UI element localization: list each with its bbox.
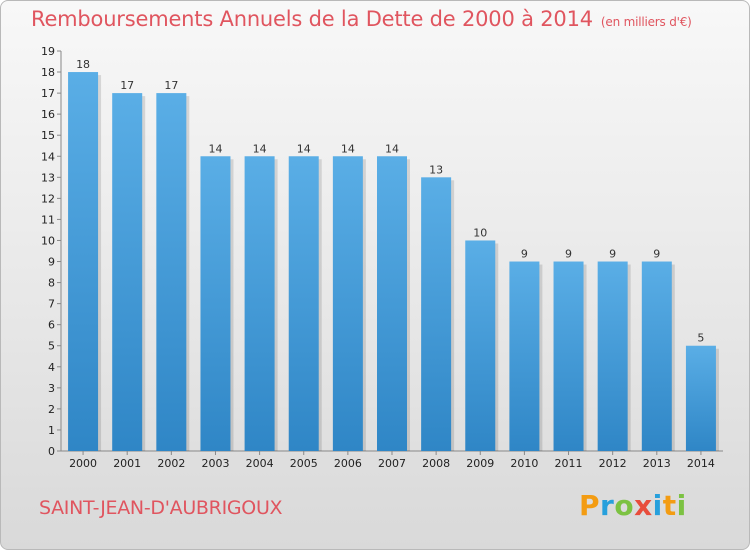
y-tick-label: 5 xyxy=(48,340,55,353)
logo-letter: t xyxy=(662,489,677,522)
bar-2000 xyxy=(68,72,99,451)
value-label-2007: 14 xyxy=(385,142,399,155)
value-label-2003: 14 xyxy=(208,142,222,155)
value-label-2008: 13 xyxy=(429,163,443,176)
y-tick-label: 6 xyxy=(48,319,55,332)
y-tick-label: 0 xyxy=(48,445,55,458)
y-tick-label: 3 xyxy=(48,382,55,395)
logo-letter: i xyxy=(676,489,687,522)
x-tick-label-2000: 2000 xyxy=(69,457,97,470)
bar-2010 xyxy=(509,261,540,451)
value-label-2012: 9 xyxy=(609,248,616,261)
x-tick-label-2009: 2009 xyxy=(466,457,494,470)
y-tick-label: 4 xyxy=(48,361,55,374)
bar-2009 xyxy=(465,240,496,451)
x-tick-label-2010: 2010 xyxy=(510,457,538,470)
y-tick-label: 11 xyxy=(41,213,55,226)
bar-2007 xyxy=(377,156,407,451)
x-tick-label-2011: 2011 xyxy=(555,457,583,470)
x-tick-label-2012: 2012 xyxy=(599,457,627,470)
y-tick-label: 15 xyxy=(41,129,55,142)
x-tick-label-2005: 2005 xyxy=(290,457,318,470)
y-tick-label: 8 xyxy=(48,277,55,290)
y-tick-label: 19 xyxy=(41,45,55,58)
bar-2006 xyxy=(332,156,363,451)
y-tick-label: 7 xyxy=(48,298,55,311)
y-tick-label: 1 xyxy=(48,424,55,437)
y-tick-label: 9 xyxy=(48,256,55,269)
x-tick-label-2001: 2001 xyxy=(113,457,141,470)
y-tick-label: 14 xyxy=(41,150,55,163)
x-tick-label-2006: 2006 xyxy=(334,457,362,470)
proxiti-logo: Proxiti xyxy=(579,489,687,522)
value-label-2009: 10 xyxy=(473,226,487,239)
x-tick-label-2002: 2002 xyxy=(157,457,185,470)
y-tick-label: 12 xyxy=(41,192,55,205)
chart-title: Remboursements Annuels de la Dette de 20… xyxy=(31,7,692,31)
logo-letter: o xyxy=(614,489,635,522)
bar-2003 xyxy=(200,156,231,451)
value-label-2014: 5 xyxy=(697,332,704,345)
logo-letter: r xyxy=(600,489,615,522)
chart-title-text: Remboursements Annuels de la Dette de 20… xyxy=(31,7,593,31)
logo-letter: i xyxy=(652,489,663,522)
bar-2008 xyxy=(421,177,452,451)
x-tick-label-2014: 2014 xyxy=(687,457,715,470)
bars xyxy=(68,72,719,452)
y-tick-label: 17 xyxy=(41,87,55,100)
value-labels: 18 17 17 14 14 14 14 14 13 10 9 9 9 9 5 xyxy=(76,58,704,345)
bar-2012 xyxy=(597,261,628,451)
value-label-2013: 9 xyxy=(653,248,660,261)
bar-2013 xyxy=(641,261,672,451)
value-label-2004: 14 xyxy=(253,142,267,155)
y-tick-label: 13 xyxy=(41,171,55,184)
value-label-2000: 18 xyxy=(76,58,90,71)
bar-2011 xyxy=(553,261,584,451)
y-tick-label: 10 xyxy=(41,234,55,247)
x-tick-label-2003: 2003 xyxy=(201,457,229,470)
value-label-2010: 9 xyxy=(521,248,528,261)
value-label-2006: 14 xyxy=(341,142,355,155)
x-tick-label-2007: 2007 xyxy=(378,457,406,470)
value-label-2002: 17 xyxy=(164,79,178,92)
x-tick-label-2013: 2013 xyxy=(643,457,671,470)
logo-letter: P xyxy=(579,489,601,522)
x-tick-label-2008: 2008 xyxy=(422,457,450,470)
bar-2001 xyxy=(112,93,143,452)
y-tick-label: 2 xyxy=(48,403,55,416)
bar-2005 xyxy=(288,156,319,451)
commune-name: SAINT-JEAN-D'AUBRIGOUX xyxy=(39,497,283,519)
bar-2004 xyxy=(244,156,275,451)
bar-2014 xyxy=(685,345,716,451)
value-label-2001: 17 xyxy=(120,79,134,92)
value-label-2011: 9 xyxy=(565,248,572,261)
bar-2002 xyxy=(156,93,187,452)
value-label-2005: 14 xyxy=(297,142,311,155)
x-tick-label-2004: 2004 xyxy=(246,457,274,470)
chart-subtitle: (en milliers d'€) xyxy=(600,15,692,29)
y-tick-label: 18 xyxy=(41,66,55,79)
y-tick-label: 16 xyxy=(41,108,55,121)
logo-letter: x xyxy=(634,489,653,522)
